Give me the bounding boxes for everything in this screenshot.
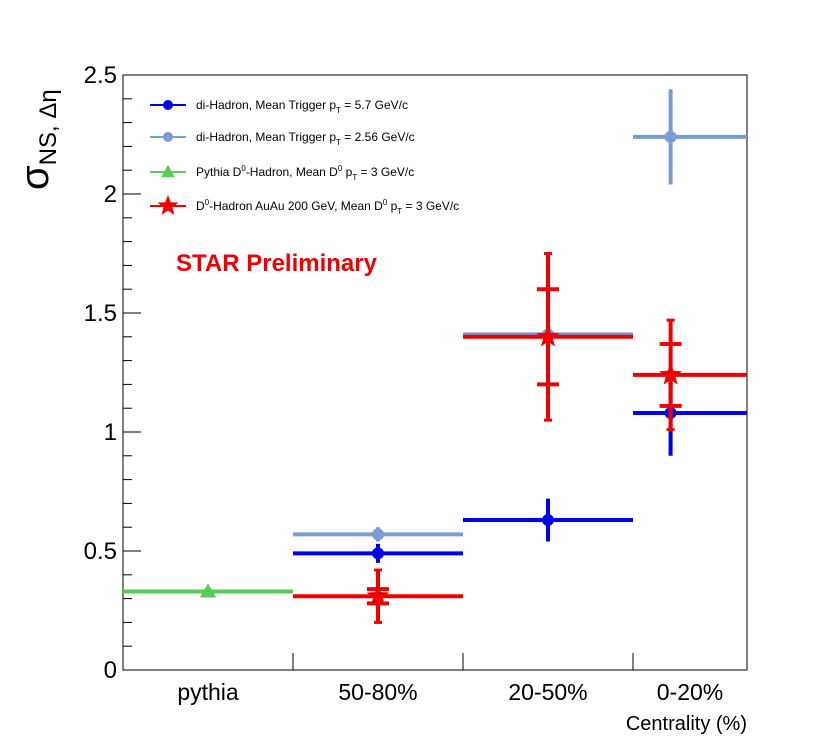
legend-text: D [196,199,205,213]
data-point [123,583,293,598]
y-axis-label: σNS, Δη [13,89,62,190]
data-point [633,318,747,432]
legend-sup: 0 [241,164,246,173]
text-layer: 0 0.5 1 1.5 2 2.5 pythia 50-80% 20-50% 0-20% Centr… [13,62,747,735]
legend-sup: 0 [205,198,210,207]
data-point [633,89,747,185]
marker-triangle [200,583,216,598]
legend-label: D0-Hadron AuAu 200 GeV, Mean D0 pT = 3 G… [196,198,459,216]
legend-entry-dihadron-57: di-Hadron, Mean Trigger pT = 5.7 GeV/c [150,98,408,115]
legend-sub: T [336,138,341,147]
x-category-label: pythia [177,679,239,705]
legend-label: di-Hadron, Mean Trigger pT = 2.56 GeV/c [196,130,415,147]
legend-text: di-Hadron, Mean Trigger p [196,130,336,144]
x-axis-label: Centrality (%) [626,713,747,735]
legend-suffix: = 3 GeV/c [357,165,414,179]
legend-entry-pythia: Pythia D0-Hadron, Mean D0 pT = 3 GeV/c [150,164,414,182]
legend-marker-circle [163,132,173,142]
legend-text: Pythia D [196,165,242,179]
legend-marker-circle [163,100,173,110]
legend-sub: T [397,207,402,216]
y-axis-label-sub: NS, Δη [35,89,62,165]
y-axis-label-main: σ [13,165,57,190]
legend-suffix: = 2.56 GeV/c [341,130,415,144]
data-point [293,568,463,624]
legend-entry-dihadron-256: di-Hadron, Mean Trigger pT = 2.56 GeV/c [150,130,415,147]
legend-text3: p [342,165,352,179]
legend-marker-star [157,195,179,215]
x-category-label: 0-20% [657,679,723,705]
y-tick-label: 0.5 [84,538,117,565]
marker-star [366,584,390,606]
legend-sup2: 0 [338,164,343,173]
legend-text3: p [387,199,397,213]
plot-frame [122,74,748,671]
legend-text: di-Hadron, Mean Trigger p [196,98,336,112]
y-tick-label: 2.5 [84,62,117,89]
legend-suffix: = 3 GeV/c [402,199,459,213]
data-point [293,527,463,542]
marker-circle [542,514,554,527]
legend-text2: -Hadron AuAu 200 GeV, Mean D [209,199,383,213]
legend-sub: T [336,106,341,115]
data-point [633,370,747,456]
y-tick-label: 0 [104,657,117,684]
legend-sub: T [352,173,357,182]
legend: di-Hadron, Mean Trigger pT = 5.7 GeV/cdi… [150,98,459,216]
y-tick-label: 2 [104,181,117,208]
legend-marker-triangle [161,165,175,178]
legend-label: Pythia D0-Hadron, Mean D0 pT = 3 GeV/c [196,164,414,182]
data-point [463,498,633,542]
data-point [293,543,463,563]
y-tick-label: 1 [104,419,117,446]
legend-text2: -Hadron, Mean D [246,165,338,179]
marker-circle [664,130,677,143]
legend-sup2: 0 [383,198,388,207]
legend-label: di-Hadron, Mean Trigger pT = 5.7 GeV/c [196,98,408,115]
y-tick-label: 1.5 [84,300,117,327]
marker-star [659,362,682,385]
data-point [463,252,633,422]
legend-entry-d0-auau: D0-Hadron AuAu 200 GeV, Mean D0 pT = 3 G… [150,195,459,216]
x-category-label: 20-50% [508,679,587,705]
data-layer [123,89,747,624]
plot-border [122,74,748,671]
star-preliminary-annotation: STAR Preliminary [176,250,378,277]
marker-star [536,324,560,347]
x-category-label: 50-80% [338,679,417,705]
legend-suffix: = 5.7 GeV/c [341,98,408,112]
marker-circle [372,547,384,560]
marker-circle [372,528,384,541]
